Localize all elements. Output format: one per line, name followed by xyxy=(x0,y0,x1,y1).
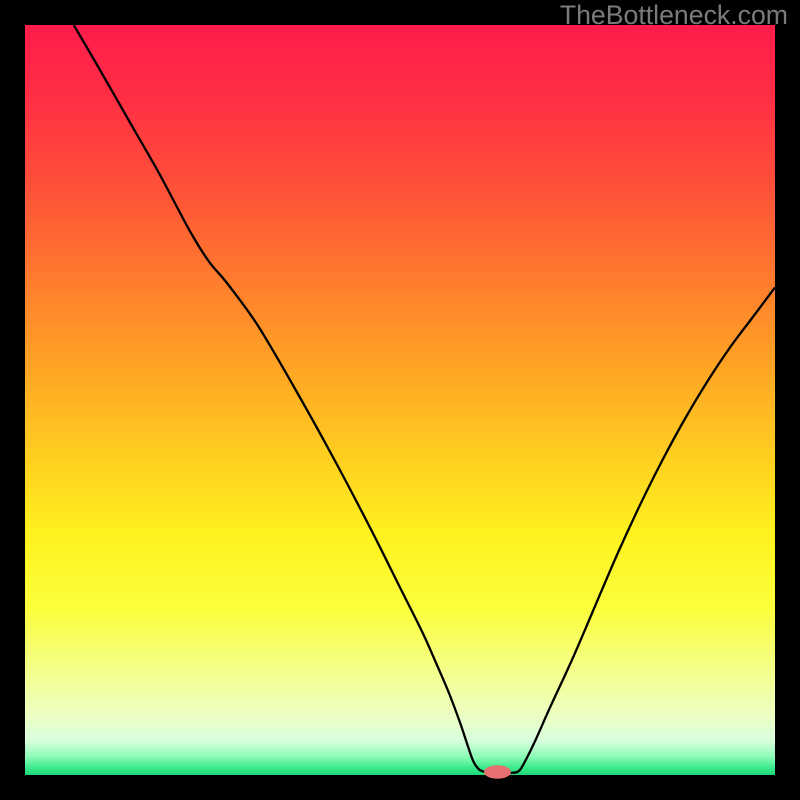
optimal-marker xyxy=(484,765,511,779)
watermark-text: TheBottleneck.com xyxy=(560,0,788,31)
chart-container: TheBottleneck.com xyxy=(0,0,800,800)
bottleneck-chart xyxy=(0,0,800,800)
